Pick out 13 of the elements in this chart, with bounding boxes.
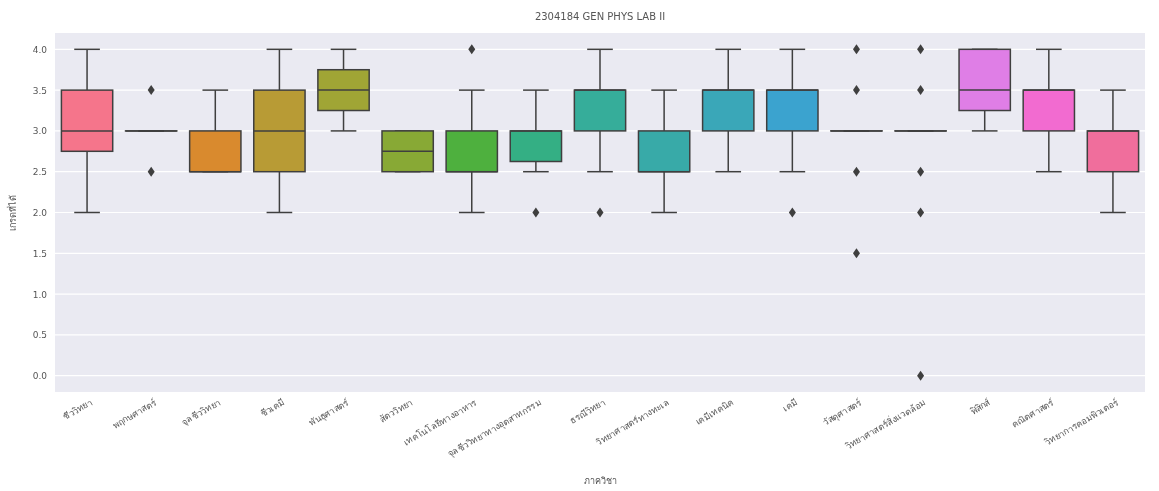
- y-tick-label: 3.5: [32, 85, 47, 96]
- x-tick-label: เคมี: [781, 397, 800, 414]
- y-tick-label: 2.0: [32, 208, 48, 218]
- y-tick-label: 0.5: [32, 330, 47, 341]
- y-tick-label: 4.0: [32, 44, 48, 55]
- chart-title: 2304184 GEN PHYS LAB II: [534, 11, 666, 22]
- y-tick-label: 1.5: [32, 248, 47, 259]
- x-axis-title: ภาควิชา: [583, 476, 617, 486]
- y-tick-label: 0.0: [32, 371, 48, 382]
- y-tick-label: 1.0: [32, 289, 48, 300]
- y-tick-label: 2.5: [32, 167, 47, 178]
- y-axis-title: เกรดที่ได้: [6, 194, 18, 231]
- y-tick-label: 3.0: [32, 126, 48, 137]
